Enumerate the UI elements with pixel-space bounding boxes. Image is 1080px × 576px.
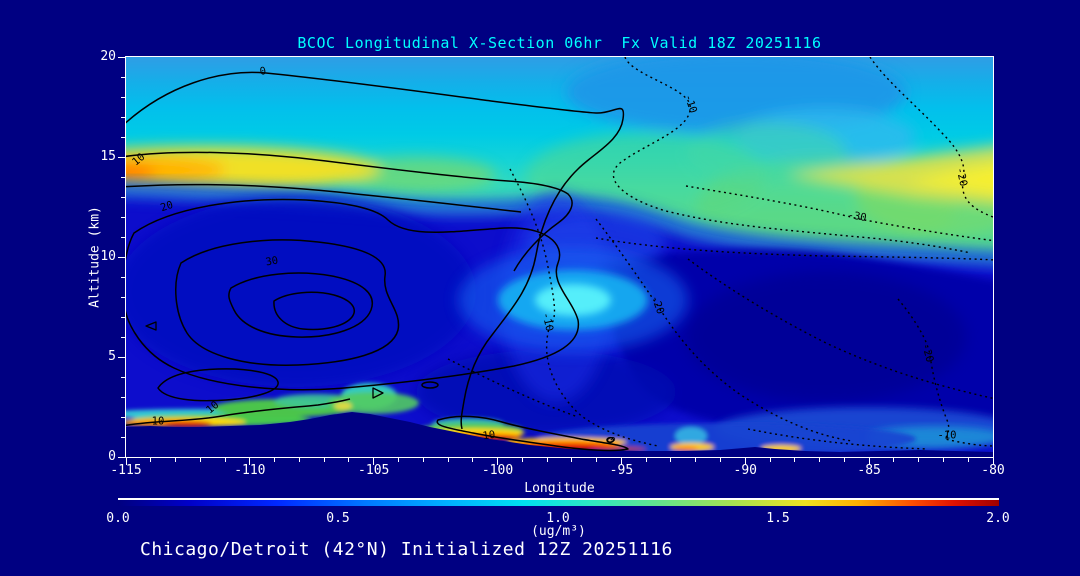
y-axis-tick — [118, 356, 125, 358]
x-axis-tick — [868, 458, 870, 465]
x-axis-tick — [224, 458, 226, 462]
y-axis-tick — [121, 96, 125, 98]
x-axis-tick — [571, 458, 573, 462]
colorbar-tick-label: 0.0 — [106, 511, 130, 526]
y-tick-label: 15 — [100, 149, 116, 164]
x-axis-tick — [274, 458, 276, 462]
deep-blue-zone — [126, 181, 993, 457]
colorbar-units: (ug/m³) — [531, 524, 586, 539]
colorbar-tick-label: 1.0 — [546, 511, 570, 526]
x-axis-tick — [967, 458, 969, 462]
x-axis-tick — [819, 458, 821, 462]
x-axis-tick — [720, 458, 721, 462]
colorbar-top-line — [118, 498, 999, 500]
terrain-silhouette — [126, 412, 993, 457]
y-axis-tick — [118, 156, 125, 158]
x-axis-tick — [175, 458, 177, 462]
y-axis-tick — [118, 56, 125, 58]
x-axis-tick — [620, 458, 622, 465]
contour-label: 10 — [481, 428, 497, 443]
y-axis-tick — [121, 416, 125, 418]
x-tick-label: -95 — [609, 463, 634, 478]
x-axis-tick — [348, 458, 350, 462]
x-tick-label: -110 — [234, 463, 266, 478]
x-axis-tick — [670, 458, 672, 462]
x-axis-tick — [150, 458, 152, 462]
y-axis-tick — [121, 196, 125, 198]
colorbar-tick-label: 2.0 — [986, 511, 1010, 526]
y-tick-label: 10 — [100, 249, 116, 264]
field-soft-shapes — [126, 57, 993, 257]
x-axis-tick — [397, 458, 399, 462]
x-axis-title: Longitude — [524, 481, 595, 496]
colorbar-tick-label: 0.5 — [326, 511, 350, 526]
x-axis-tick — [769, 458, 771, 462]
y-axis-tick — [121, 436, 125, 438]
y-axis-tick — [121, 376, 125, 378]
contour-label: 10 — [151, 415, 165, 428]
x-axis-tick — [645, 458, 647, 462]
y-tick-label: 20 — [100, 49, 116, 64]
cross-section-plot — [126, 57, 993, 457]
y-axis-tick — [121, 76, 125, 78]
dashed-contours — [447, 57, 993, 450]
x-axis-tick — [249, 458, 251, 465]
y-axis-tick — [121, 176, 125, 178]
y-axis-tick — [121, 236, 125, 238]
x-axis-tick — [794, 458, 796, 462]
x-axis-tick — [422, 458, 424, 462]
y-axis-tick — [121, 396, 125, 398]
y-tick-label: 5 — [108, 349, 116, 364]
y-axis-tick — [121, 276, 125, 278]
arrow-marker-right — [372, 387, 384, 399]
x-axis-tick — [472, 458, 474, 462]
x-axis-tick — [125, 458, 127, 465]
footer-caption: Chicago/Detroit (42°N) Initialized 12Z 2… — [140, 539, 673, 560]
x-axis-tick — [744, 458, 746, 465]
x-axis-tick — [596, 458, 598, 462]
solid-contours — [126, 71, 629, 452]
x-axis-tick — [992, 458, 994, 465]
y-axis-tick — [121, 116, 125, 118]
y-axis-tick — [118, 456, 125, 458]
y-axis-tick — [121, 336, 125, 338]
contour-label: 30 — [264, 254, 280, 269]
x-axis-tick — [918, 458, 920, 462]
chart-title: BCOC Longitudinal X-Section 06hr Fx Vali… — [297, 34, 822, 52]
colorbar-gradient — [118, 500, 999, 506]
y-axis-tick — [121, 316, 125, 318]
x-axis-tick — [521, 458, 523, 462]
surface-plumes — [126, 383, 916, 455]
arrow-marker-left — [145, 321, 157, 331]
x-axis-tick — [323, 458, 325, 462]
x-tick-label: -90 — [733, 463, 758, 478]
x-tick-label: -80 — [981, 463, 1005, 478]
x-axis-tick — [843, 458, 845, 462]
x-axis-tick — [298, 458, 300, 462]
x-tick-label: -115 — [110, 463, 142, 478]
x-tick-label: -85 — [857, 463, 881, 478]
x-axis-tick — [497, 458, 499, 465]
x-axis-tick — [893, 458, 895, 462]
x-axis-tick — [695, 458, 697, 462]
x-tick-label: -105 — [358, 463, 390, 478]
y-axis-tick — [118, 256, 125, 258]
x-axis-tick — [199, 458, 201, 462]
contour-label: -10 — [937, 429, 957, 442]
x-tick-label: -100 — [481, 463, 514, 478]
plot-frame — [125, 56, 994, 458]
y-axis-tick — [121, 136, 125, 138]
x-axis-tick — [942, 458, 944, 462]
y-axis-tick — [121, 296, 125, 298]
y-tick-label: 0 — [108, 449, 116, 464]
x-axis-tick — [373, 458, 375, 465]
y-axis-tick — [121, 216, 125, 218]
x-axis-tick — [546, 458, 548, 462]
x-axis-tick — [447, 458, 449, 462]
colorbar-tick-label: 1.5 — [766, 511, 790, 526]
